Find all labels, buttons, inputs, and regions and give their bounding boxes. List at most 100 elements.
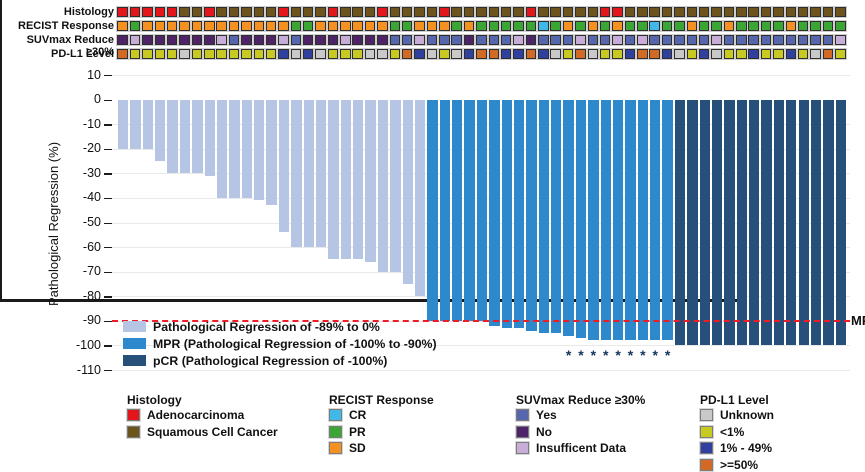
y-tick: [104, 370, 112, 372]
y-tick-label: -70: [82, 264, 101, 279]
annotation-square: [377, 6, 388, 17]
regression-bar: [575, 99, 587, 339]
regression-bar: [835, 99, 846, 346]
annotation-square: [340, 48, 351, 59]
regression-bar: [600, 99, 611, 341]
annotation-square: [204, 6, 215, 17]
annotation-square: [624, 34, 636, 45]
y-tick-label: -40: [82, 190, 101, 205]
regression-bar: [823, 99, 834, 346]
y-axis-line: [0, 0, 2, 299]
annotation-square: [686, 48, 698, 59]
regression-bar: [687, 99, 698, 346]
annotation-label-pdl1: PD-L1 Level: [51, 47, 114, 60]
annotation-square: [488, 48, 500, 59]
annotation-square: [451, 48, 462, 59]
legend-swatch: [329, 442, 342, 454]
annotation-square: [538, 20, 549, 31]
regression-bar: [650, 99, 661, 341]
annotation-square: [439, 34, 450, 45]
annotation-square: [698, 6, 710, 17]
annotation-square: [810, 34, 821, 45]
annotation-square: [822, 6, 834, 17]
plot-legend-label: pCR (Pathological Regression of -100%): [153, 353, 388, 368]
annotation-square: [414, 20, 425, 31]
regression-bar: [142, 99, 154, 149]
annotation-square: [810, 48, 821, 59]
legend-item-label: Insufficent Data: [536, 441, 627, 455]
gridline: [112, 345, 850, 347]
y-tick-label: -60: [82, 239, 101, 254]
annotation-square: [401, 20, 413, 31]
annotation-square: [835, 48, 846, 59]
annotation-square: [129, 6, 141, 17]
gridline: [112, 370, 850, 371]
annotation-square: [488, 34, 500, 45]
annotation-square: [191, 34, 203, 45]
regression-bar: [167, 99, 178, 174]
annotation-square: [760, 6, 772, 17]
gridline: [112, 75, 850, 76]
plot-legend-item: pCR (Pathological Regression of -100%): [123, 354, 523, 368]
annotation-square: [736, 48, 747, 59]
annotation-square: [698, 48, 710, 59]
annotation-square: [513, 6, 524, 17]
annotation-square: [290, 20, 302, 31]
annotation-square: [624, 20, 636, 31]
annotation-square: [686, 6, 698, 17]
y-tick: [104, 222, 112, 224]
annotation-square: [142, 34, 153, 45]
regression-bar: [452, 99, 463, 321]
annotation-square: [587, 34, 599, 45]
regression-bar: [414, 99, 426, 297]
regression-bar: [340, 99, 352, 260]
y-tick: [104, 271, 112, 274]
annotation-square: [315, 48, 326, 59]
annotation-square: [265, 20, 277, 31]
y-tick: [104, 124, 112, 126]
annotation-square: [315, 20, 326, 31]
regression-bar: [155, 99, 166, 162]
annotation-square: [711, 48, 722, 59]
annotation-square: [204, 20, 215, 31]
annotation-square: [451, 20, 462, 31]
annotation-square: [241, 48, 252, 59]
annotation-square: [253, 48, 264, 59]
annotation-square: [377, 48, 388, 59]
legend-item-label: PR: [349, 424, 366, 439]
annotation-square: [810, 20, 821, 31]
legend-swatch: [123, 354, 146, 366]
y-tick-label: -20: [82, 141, 101, 156]
regression-bar: [501, 99, 512, 329]
annotation-square: [513, 34, 524, 45]
annotation-square: [265, 6, 277, 17]
regression-bar: [390, 99, 401, 272]
y-tick-label: -50: [82, 215, 101, 229]
regression-bar: [216, 99, 228, 198]
annotation-square: [711, 34, 722, 45]
significance-asterisk: *: [578, 347, 584, 363]
annotation-square: [426, 6, 438, 17]
y-tick-label: 10: [87, 67, 101, 82]
annotation-square: [773, 48, 784, 59]
mpr-threshold-line: [112, 319, 850, 322]
annotation-square: [711, 20, 722, 31]
annotation-square: [241, 20, 252, 31]
annotation-square: [562, 20, 574, 31]
regression-bar: [711, 99, 723, 346]
annotation-square: [599, 6, 611, 17]
y-tick: [104, 247, 112, 249]
regression-bar: [810, 99, 822, 346]
significance-asterisk: *: [664, 347, 671, 363]
annotation-square: [748, 20, 759, 31]
annotation-square: [142, 48, 153, 59]
regression-bar: [241, 99, 253, 198]
annotation-square: [166, 20, 178, 31]
annotation-square: [216, 6, 227, 17]
legend-title: SUVmax Reduce ≥30%: [516, 393, 646, 407]
significance-asterisk: *: [652, 347, 658, 363]
annotation-square: [760, 20, 772, 31]
annotation-square: [575, 20, 586, 31]
annotation-square: [241, 6, 252, 17]
